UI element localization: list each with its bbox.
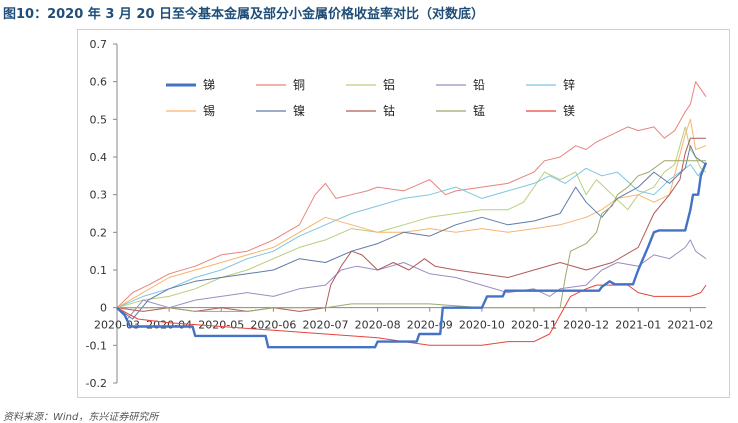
legend-label: 镍 (293, 104, 305, 118)
legend-label: 铅 (473, 78, 485, 92)
y-tick-label: -0.2 (86, 377, 107, 390)
y-tick-label: 0.5 (90, 113, 108, 126)
y-tick-label: 0.1 (90, 264, 108, 277)
series-line (116, 145, 707, 320)
x-tick-label: 2021-01 (615, 319, 661, 332)
chart-legend: 锑 铜 铝 铅 锌锡 镍 钴 锰 镁 (166, 77, 575, 118)
chart-title: 图10：2020 年 3 月 20 日至今基本金属及部分小金属价格收益率对比（对… (3, 7, 485, 22)
y-tick-label: 0.2 (90, 226, 108, 239)
series-line (116, 164, 707, 309)
x-tick-label: 2020-09 (407, 319, 453, 332)
legend-label: 锰 (473, 103, 485, 118)
y-tick-label: 0.4 (90, 151, 108, 164)
series-line (116, 126, 707, 309)
legend-label: 铜 (293, 77, 305, 92)
series-line (117, 160, 706, 312)
series-line (116, 284, 707, 346)
legend-label: 镁 (563, 104, 575, 118)
x-tick-label: 2020-05 (198, 319, 244, 332)
y-tick-label: 0 (100, 302, 107, 315)
y-tick-label: 0.7 (90, 38, 108, 51)
x-tick-label: 2021-02 (667, 319, 713, 332)
x-tick-label: 2020-12 (563, 319, 609, 332)
x-tick-label: 2020-11 (511, 319, 557, 332)
chart-axes: -0.2 -0.1 0 0.1 0.2 0.3 0.4 0.5 0.6 0.7 2020-03 202… (86, 38, 714, 390)
x-tick-label: 2020-03 (94, 319, 140, 332)
chart-series (116, 81, 708, 349)
series-line (116, 239, 707, 320)
y-tick-label: 0.3 (90, 189, 108, 202)
chart-frame (77, 29, 730, 398)
y-tick-label: -0.1 (86, 339, 107, 352)
legend-label: 锡 (203, 103, 215, 118)
x-tick-label: 2020-06 (250, 319, 296, 332)
series-line (116, 118, 707, 309)
legend-label: 锑 (203, 78, 215, 92)
x-tick-label: 2020-07 (303, 319, 349, 332)
x-tick-label: 2020-08 (355, 319, 401, 332)
x-tick-label: 2020-10 (459, 319, 505, 332)
legend-label: 钴 (383, 103, 395, 118)
x-tick-label: 2020-04 (146, 319, 192, 332)
series-line (116, 162, 708, 349)
y-tick-label: 0.6 (90, 76, 108, 89)
source-note: 资料来源：Wind，东兴证券研究所 (3, 412, 159, 423)
legend-label: 锌 (563, 78, 575, 92)
legend-label: 铝 (383, 77, 395, 92)
series-line (116, 81, 707, 309)
